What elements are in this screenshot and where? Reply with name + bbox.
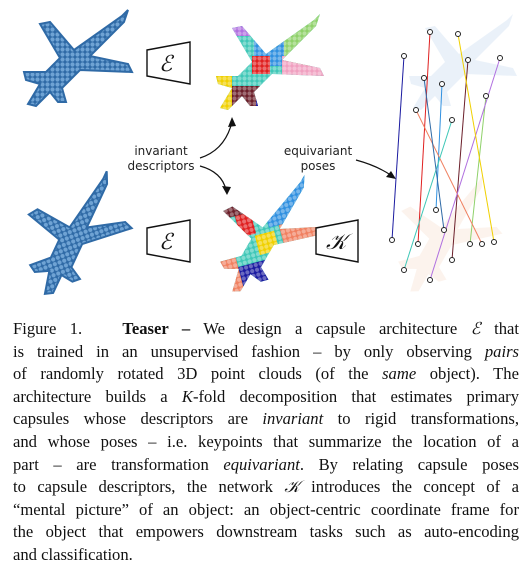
caption-line-8: to capsule descriptors, the network 𝒦 in… xyxy=(13,477,519,497)
caption-line-10: the object that empowers downstream task… xyxy=(13,522,519,542)
caption-line-6: and whose poses – i.e. keypoints that su… xyxy=(13,431,519,451)
label-equivariant-line2: poses xyxy=(301,159,336,173)
caption-line-1: Figure 1. Teaser – We design a capsule a… xyxy=(13,319,519,338)
segmented-cloud-top xyxy=(216,14,324,110)
encoder-box-bottom: ℰ xyxy=(146,219,191,263)
encoder-symbol-bottom: ℰ xyxy=(159,230,175,255)
label-invariant-line2: descriptors xyxy=(128,159,195,173)
caption-title: Teaser – xyxy=(122,319,191,338)
encoder-symbol-top: ℰ xyxy=(159,52,175,77)
arrows xyxy=(199,117,396,195)
caption-line-3: of randomly rotated 3D point clouds (of … xyxy=(13,364,519,384)
teaser-figure: ℰ ℰ xyxy=(7,9,517,299)
label-equivariant-line1: equivariant xyxy=(284,144,353,158)
caption-line-7: part – are transformation equivariant. B… xyxy=(13,454,519,474)
caption-line-11: and classification. xyxy=(13,544,133,564)
arrow-invariant-down xyxy=(199,165,227,191)
point-cloud-bottom xyxy=(7,168,145,299)
figure-number: Figure 1. xyxy=(13,319,83,338)
pose-correspondences xyxy=(382,14,517,295)
arrow-equivariant xyxy=(355,159,393,177)
k-network-box: 𝒦 xyxy=(315,219,359,263)
point-cloud-top xyxy=(23,9,133,107)
caption-line-2: is trained in an unsupervised fashion – … xyxy=(13,341,519,361)
caption-line-9: “mental picture” of an object: an object… xyxy=(13,499,519,519)
caption-line-5: capsules whose descriptors are invariant… xyxy=(13,409,520,429)
label-invariant-line1: invariant xyxy=(134,144,188,158)
arrow-invariant-up xyxy=(199,121,233,159)
encoder-box-top: ℰ xyxy=(146,41,191,85)
caption-line-4: architecture builds a K-fold decompositi… xyxy=(13,386,520,406)
figure-caption: Figure 1. Teaser – We design a capsule a… xyxy=(13,318,519,567)
